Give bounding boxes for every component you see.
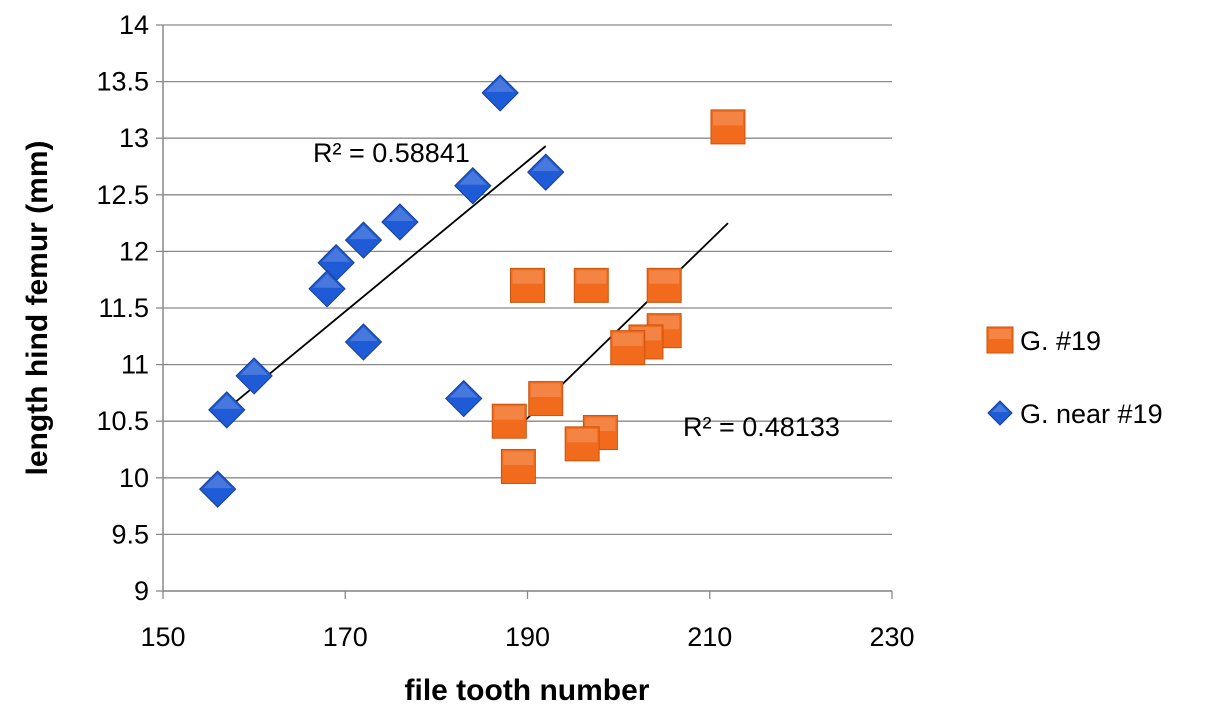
x-tick-label: 190 — [505, 622, 550, 652]
x-tick-labels: 150 170 190 210 230 — [140, 622, 914, 652]
legend-label: G. #19 — [1020, 326, 1101, 356]
data-point-diamond — [235, 357, 273, 395]
data-point-diamond — [344, 323, 383, 361]
data-point-diamond — [454, 167, 492, 205]
x-tick-label: 170 — [323, 622, 368, 652]
y-tick-label: 12.5 — [96, 180, 149, 210]
y-tick-labels: 9 9.5 10 10.5 11 11.5 12 12.5 13 13.5 14 — [96, 10, 149, 606]
trendline — [217, 145, 547, 418]
x-tick-label: 210 — [687, 622, 732, 652]
y-tick-label: 9 — [134, 576, 149, 606]
x-tick-label: 150 — [140, 622, 185, 652]
gridlines — [156, 24, 892, 592]
x-axis-title: file tooth number — [405, 674, 650, 707]
legend-item: G. #19 — [986, 326, 1101, 356]
data-point-diamond — [344, 221, 383, 259]
data-point-diamond — [198, 470, 237, 508]
data-point-diamond — [445, 379, 483, 418]
legend-diamond-marker — [987, 400, 1013, 426]
data-point-square — [710, 109, 746, 145]
data-point-square — [564, 426, 600, 462]
legend-square-marker — [986, 326, 1014, 354]
data-points — [198, 74, 746, 508]
y-tick-label: 10.5 — [96, 406, 149, 436]
data-point-diamond — [527, 153, 565, 191]
data-point-square — [646, 267, 682, 303]
data-point-diamond — [208, 391, 246, 429]
data-point-diamond — [381, 203, 419, 241]
data-point-square — [528, 381, 564, 417]
y-tick-label: 9.5 — [111, 519, 149, 549]
data-point-diamond — [308, 270, 346, 308]
data-point-square — [491, 403, 527, 439]
data-point-square — [500, 448, 536, 484]
legend-label: G. near #19 — [1020, 399, 1163, 429]
y-tick-label: 11 — [121, 350, 149, 380]
y-tick-label: 12 — [119, 236, 149, 266]
y-tick-label: 13 — [119, 123, 149, 153]
y-axis-title: length hind femur (mm) — [21, 141, 54, 476]
x-tick-label: 230 — [869, 622, 914, 652]
y-tick-label: 14 — [119, 10, 149, 40]
legend-item: G. near #19 — [987, 399, 1163, 429]
data-point-square — [573, 267, 609, 303]
legend: G. #19 G. near #19 — [986, 326, 1163, 429]
r-squared-label: R² = 0.48133 — [683, 412, 840, 442]
data-point-square — [610, 330, 646, 366]
r2-labels: R² = 0.48133 R² = 0.58841 — [313, 138, 840, 442]
y-tick-label: 10 — [119, 463, 149, 493]
data-point-diamond — [481, 74, 519, 112]
data-point-square — [510, 267, 545, 303]
r-squared-label: R² = 0.58841 — [313, 138, 470, 168]
plot-axes — [162, 25, 893, 599]
y-tick-label: 11.5 — [98, 293, 149, 323]
y-tick-label: 13.5 — [96, 67, 149, 97]
